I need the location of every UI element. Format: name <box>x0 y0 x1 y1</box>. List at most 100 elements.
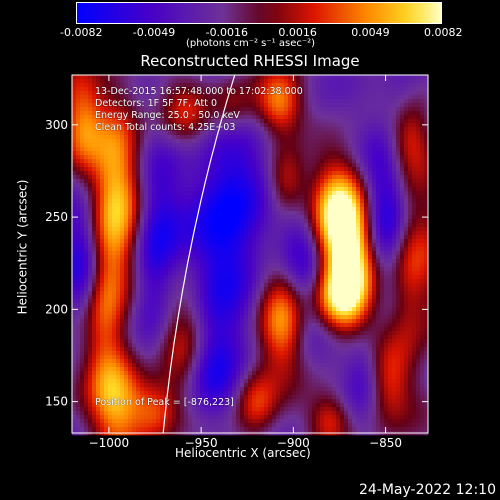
heatmap-cell <box>396 115 401 120</box>
heatmap-cell <box>344 239 349 244</box>
heatmap-cell <box>252 183 257 188</box>
heatmap-cell <box>400 199 405 204</box>
heatmap-cell <box>408 79 413 84</box>
heatmap-cell <box>360 167 365 172</box>
heatmap-cell <box>88 87 93 92</box>
heatmap-cell <box>128 207 133 212</box>
heatmap-cell <box>100 171 105 176</box>
heatmap-cell <box>344 251 349 256</box>
heatmap-cell <box>272 163 277 168</box>
heatmap-cell <box>380 287 385 292</box>
heatmap-cell <box>152 83 157 88</box>
heatmap-cell <box>304 99 309 104</box>
heatmap-cell <box>212 131 217 136</box>
heatmap-cell <box>136 179 141 184</box>
heatmap-cell <box>112 83 117 88</box>
heatmap-cell <box>404 139 409 144</box>
heatmap-cell <box>116 275 121 280</box>
heatmap-cell <box>312 231 317 236</box>
heatmap-cell <box>412 263 417 268</box>
heatmap-cell <box>116 195 121 200</box>
heatmap-cell <box>424 255 429 260</box>
heatmap-cell <box>212 199 217 204</box>
heatmap-cell <box>360 151 365 156</box>
heatmap-cell <box>304 179 309 184</box>
heatmap-cell <box>316 187 321 192</box>
heatmap-cell <box>308 203 313 208</box>
heatmap-cell <box>108 215 113 220</box>
heatmap-cell <box>104 167 109 172</box>
heatmap-cell <box>192 127 197 132</box>
heatmap-cell <box>260 103 265 108</box>
heatmap-cell <box>348 91 353 96</box>
heatmap-cell <box>224 187 229 192</box>
heatmap-cell <box>388 275 393 280</box>
heatmap-cell <box>416 119 421 124</box>
heatmap-cell <box>264 199 269 204</box>
heatmap-cell <box>216 155 221 160</box>
heatmap-cell <box>112 295 117 300</box>
heatmap-cell <box>72 239 77 244</box>
heatmap-cell <box>124 227 129 232</box>
heatmap-cell <box>276 263 281 268</box>
heatmap-cell <box>292 215 297 220</box>
heatmap-cell <box>280 151 285 156</box>
heatmap-cell <box>404 271 409 276</box>
heatmap-cell <box>224 231 229 236</box>
heatmap-cell <box>104 275 109 280</box>
heatmap-cell <box>84 163 89 168</box>
heatmap-cell <box>112 227 117 232</box>
heatmap-cell <box>156 219 161 224</box>
heatmap-cell <box>212 111 217 116</box>
heatmap-cell <box>232 219 237 224</box>
heatmap-cell <box>136 91 141 96</box>
heatmap-cell <box>180 219 185 224</box>
heatmap-cell <box>376 215 381 220</box>
heatmap-cell <box>404 123 409 128</box>
heatmap-cell <box>100 203 105 208</box>
heatmap-cell <box>400 219 405 224</box>
heatmap-cell <box>164 119 169 124</box>
heatmap-cell <box>308 171 313 176</box>
heatmap-cell <box>128 291 133 296</box>
heatmap-cell <box>244 179 249 184</box>
heatmap-cell <box>332 243 337 248</box>
heatmap-cell <box>424 195 429 200</box>
heatmap-cell <box>268 203 273 208</box>
heatmap-cell <box>288 155 293 160</box>
heatmap-cell <box>104 79 109 84</box>
heatmap-cell <box>240 83 245 88</box>
heatmap-cell <box>208 115 213 120</box>
heatmap-cell <box>356 107 361 112</box>
heatmap-cell <box>136 95 141 100</box>
heatmap-cell <box>196 219 201 224</box>
heatmap-cell <box>384 263 389 268</box>
heatmap-cell <box>352 135 357 140</box>
heatmap-cell <box>216 91 221 96</box>
heatmap-cell <box>212 79 217 84</box>
heatmap-cell <box>232 111 237 116</box>
heatmap-cell <box>424 211 429 216</box>
heatmap-cell <box>244 183 249 188</box>
heatmap-cell <box>88 183 93 188</box>
heatmap-cell <box>128 171 133 176</box>
heatmap-cell <box>260 143 265 148</box>
heatmap-cell <box>204 91 209 96</box>
heatmap-cell <box>368 143 373 148</box>
heatmap-cell <box>412 87 417 92</box>
heatmap-cell <box>100 143 105 148</box>
heatmap-cell <box>408 127 413 132</box>
heatmap-cell <box>132 247 137 252</box>
heatmap-cell <box>308 119 313 124</box>
heatmap-cell <box>200 135 205 140</box>
heatmap-cell <box>84 259 89 264</box>
heatmap-cell <box>160 155 165 160</box>
heatmap-cell <box>128 123 133 128</box>
heatmap-cell <box>216 123 221 128</box>
heatmap-cell <box>156 243 161 248</box>
heatmap-cell <box>324 91 329 96</box>
heatmap-cell <box>416 275 421 280</box>
heatmap-cell <box>176 91 181 96</box>
heatmap-cell <box>292 79 297 84</box>
heatmap-cell <box>108 211 113 216</box>
